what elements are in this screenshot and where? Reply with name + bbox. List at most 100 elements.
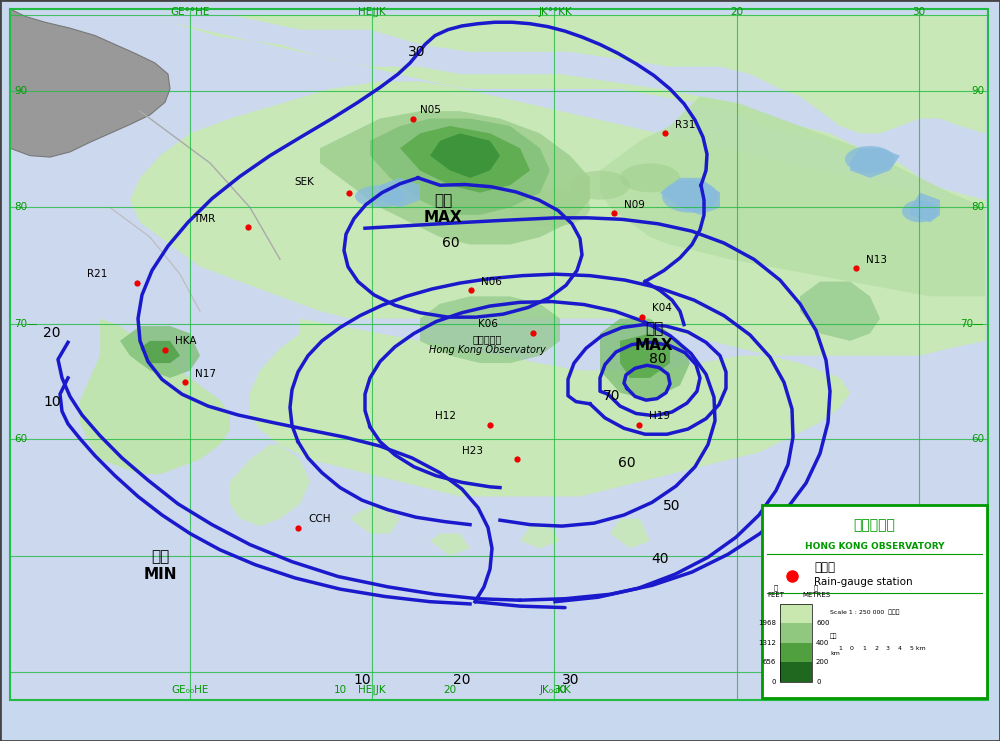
Text: SEK: SEK [294, 177, 314, 187]
Text: 1: 1 [862, 646, 866, 651]
Polygon shape [350, 504, 400, 534]
Text: 50: 50 [663, 499, 681, 513]
Polygon shape [850, 148, 900, 178]
Ellipse shape [902, 200, 938, 222]
Polygon shape [320, 111, 590, 245]
Text: N09: N09 [624, 200, 645, 210]
Text: 200: 200 [816, 659, 829, 665]
Polygon shape [170, 15, 985, 133]
Text: 400: 400 [816, 639, 829, 646]
Text: 尺
FEET: 尺 FEET [768, 585, 784, 598]
Text: 60: 60 [14, 434, 27, 445]
Bar [780, 623, 812, 642]
Text: HE|JK: HE|JK [358, 685, 386, 695]
Polygon shape [120, 326, 200, 378]
Text: TMR: TMR [193, 214, 215, 224]
Text: H12: H12 [435, 411, 456, 421]
Text: JK₀₀KK: JK₀₀KK [539, 685, 571, 695]
Polygon shape [420, 296, 560, 363]
Polygon shape [620, 333, 670, 378]
Polygon shape [520, 526, 560, 548]
Text: 80: 80 [649, 352, 667, 365]
Text: 30: 30 [408, 45, 426, 59]
Polygon shape [130, 22, 985, 356]
Polygon shape [230, 445, 310, 526]
Polygon shape [80, 319, 230, 474]
Text: 70: 70 [603, 390, 621, 403]
Text: N17: N17 [195, 369, 216, 379]
Text: 90: 90 [14, 86, 27, 96]
Polygon shape [610, 519, 650, 548]
Polygon shape [600, 319, 690, 400]
Polygon shape [600, 96, 985, 296]
Text: 10: 10 [333, 685, 347, 695]
Text: GE°°HE: GE°°HE [170, 7, 210, 16]
Text: 80: 80 [971, 202, 984, 213]
Text: R21: R21 [87, 270, 107, 279]
Polygon shape [10, 9, 170, 157]
Text: 最低
MIN: 最低 MIN [143, 549, 177, 582]
Polygon shape [660, 178, 720, 215]
Polygon shape [400, 126, 530, 193]
Text: N06: N06 [481, 277, 502, 287]
Text: 20: 20 [453, 674, 471, 687]
Text: CCH: CCH [308, 514, 330, 524]
Text: 香港天文台: 香港天文台 [854, 519, 895, 533]
Polygon shape [250, 319, 850, 496]
Polygon shape [800, 282, 880, 341]
Text: km: km [830, 651, 840, 657]
Text: 80: 80 [14, 202, 27, 213]
Text: GE₀₀HE: GE₀₀HE [171, 685, 209, 695]
Text: 30: 30 [912, 7, 926, 16]
Text: 30: 30 [971, 551, 984, 561]
Bar [762, 505, 987, 698]
Polygon shape [430, 534, 470, 556]
Text: 60: 60 [971, 434, 984, 445]
Text: 60: 60 [442, 236, 460, 250]
Polygon shape [380, 178, 420, 207]
Polygon shape [910, 193, 940, 222]
Ellipse shape [662, 180, 718, 213]
Text: 20: 20 [43, 327, 61, 340]
Text: 40: 40 [651, 553, 669, 566]
Bar [780, 604, 812, 623]
Text: K06: K06 [478, 319, 498, 329]
Polygon shape [370, 119, 550, 215]
Text: 60: 60 [618, 456, 636, 470]
Text: 0: 0 [772, 679, 776, 685]
Ellipse shape [355, 185, 405, 207]
Text: 5 km: 5 km [910, 646, 926, 651]
Text: H23: H23 [462, 446, 483, 456]
Text: 1968: 1968 [758, 620, 776, 626]
Text: HKA: HKA [175, 336, 197, 346]
Text: 4: 4 [898, 646, 902, 651]
Text: 656: 656 [763, 659, 776, 665]
Ellipse shape [570, 171, 630, 199]
Text: 香港天文台
Hong Kong Observatory: 香港天文台 Hong Kong Observatory [429, 333, 545, 356]
Text: 70—: 70— [14, 319, 38, 329]
Text: 30: 30 [562, 674, 580, 687]
Text: 1: 1 [838, 646, 842, 651]
Polygon shape [140, 341, 180, 363]
Text: 米
METRES: 米 METRES [802, 585, 830, 598]
Text: H19: H19 [649, 411, 670, 421]
Text: 90: 90 [971, 86, 984, 96]
Text: JK°°KK: JK°°KK [538, 7, 572, 16]
Text: 最高
MAX: 最高 MAX [424, 193, 462, 225]
Text: HE|JK: HE|JK [358, 7, 386, 17]
Text: K04: K04 [652, 304, 672, 313]
Text: 0: 0 [850, 646, 854, 651]
Text: R31: R31 [675, 120, 695, 130]
Ellipse shape [845, 146, 895, 173]
Ellipse shape [510, 188, 590, 227]
Text: 公里: 公里 [830, 634, 838, 639]
Text: 2: 2 [874, 646, 878, 651]
Text: HONG KONG OBSERVATORY: HONG KONG OBSERVATORY [805, 542, 944, 551]
Text: 600: 600 [816, 620, 830, 626]
Text: 1312: 1312 [758, 639, 776, 646]
Text: N13: N13 [866, 255, 887, 265]
Text: 最高
MAX: 最高 MAX [635, 321, 673, 353]
Text: 10: 10 [353, 674, 371, 687]
Bar [780, 604, 812, 682]
Text: 3: 3 [886, 646, 890, 651]
